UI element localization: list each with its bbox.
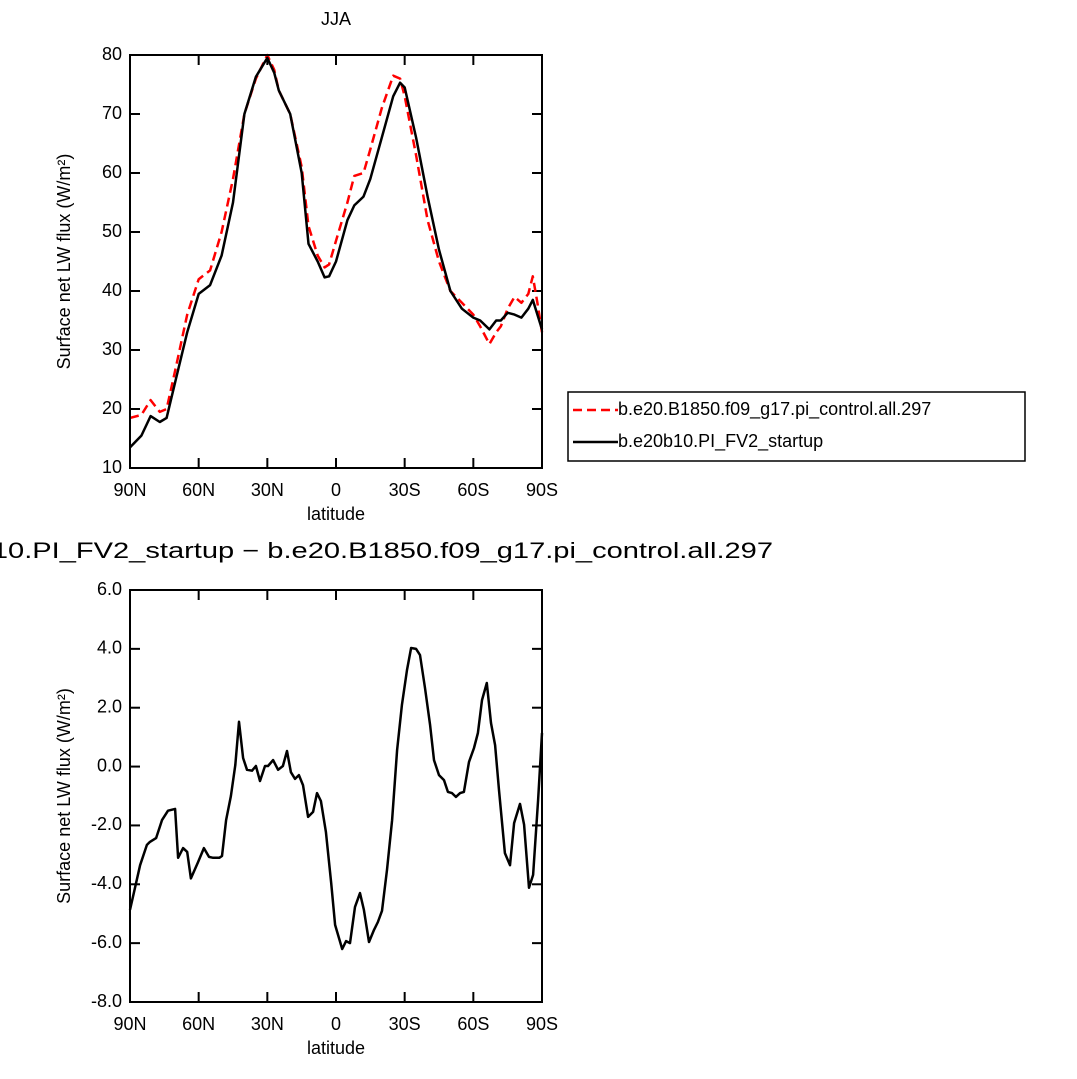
x-tick-label: 30N [251,1014,284,1034]
y-tick-label: 80 [102,44,122,64]
y-tick-label: 60 [102,162,122,182]
y-tick-label: -6.0 [91,932,122,952]
chart-title: JJA [321,9,351,29]
x-tick-label: 30S [389,480,421,500]
y-tick-label: 40 [102,280,122,300]
x-tick-label: 0 [331,1014,341,1034]
plot-frame [129,54,543,469]
x-tick-label: 60S [457,1014,489,1034]
x-tick-label: 30N [251,480,284,500]
plot-frame [129,589,543,1003]
y-tick-label: 2.0 [97,696,122,716]
y-tick-label: -8.0 [91,991,122,1011]
y-axis-label: Surface net LW flux (W/m²) [54,154,74,370]
x-tick-label: 0 [331,480,341,500]
y-tick-label: 4.0 [97,638,122,658]
series-line [129,56,544,449]
y-tick-label: 20 [102,398,122,418]
x-axis-label: latitude [307,504,365,524]
y-tick-label: 30 [102,339,122,359]
y-tick-label: -2.0 [91,814,122,834]
y-tick-label: 10 [102,457,122,477]
y-tick-label: 0.0 [97,755,122,775]
x-tick-label: 60N [182,480,215,500]
y-tick-label: 50 [102,221,122,241]
x-tick-label: 90N [113,480,146,500]
x-tick-label: 30S [389,1014,421,1034]
series-line [129,53,544,420]
y-tick-label: 70 [102,103,122,123]
legend-label: b.e20.B1850.f09_g17.pi_control.all.297 [618,399,931,420]
x-tick-label: 60S [457,480,489,500]
x-tick-label: 90N [113,1014,146,1034]
x-axis-label: latitude [307,1038,365,1058]
y-tick-label: 6.0 [97,579,122,599]
y-axis-label: Surface net LW flux (W/m²) [54,688,74,904]
legend-box [567,391,1026,462]
chart-title: b.e20b10.PI_FV2_startup − b.e20.B1850.f0… [0,538,773,563]
legend-label: b.e20b10.PI_FV2_startup [618,431,823,452]
y-tick-label: -4.0 [91,873,122,893]
x-tick-label: 90S [526,1014,558,1034]
series-line [128,646,544,951]
x-tick-label: 90S [526,480,558,500]
x-tick-label: 60N [182,1014,215,1034]
